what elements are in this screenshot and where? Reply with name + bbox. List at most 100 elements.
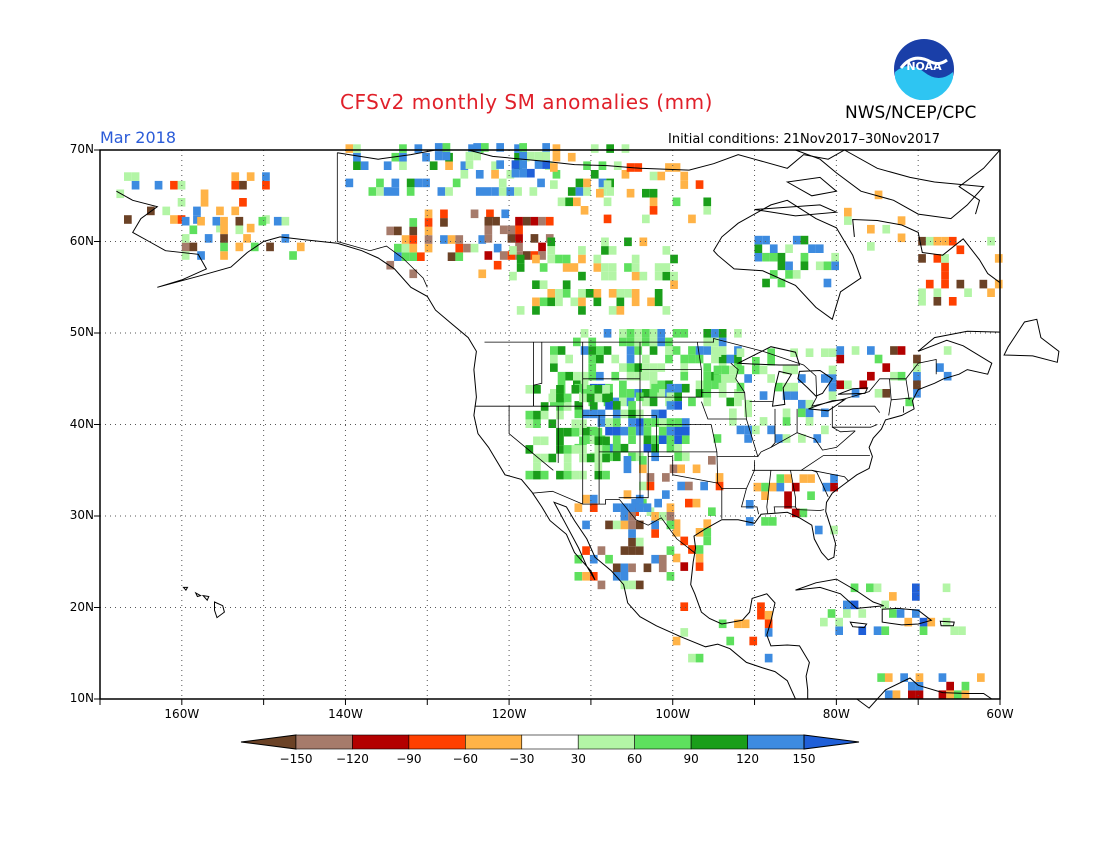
anomaly-cell (776, 482, 785, 492)
organization-label: NWS/NCEP/CPC (845, 103, 977, 123)
colorbar-label: −60 (452, 752, 478, 766)
anomaly-cell (820, 617, 828, 627)
anomaly-cell (131, 180, 140, 190)
lon-label: 100W (655, 707, 691, 721)
anomaly-cell (612, 401, 621, 410)
anomaly-cell (619, 363, 627, 372)
colorbar-box (408, 734, 466, 750)
anomaly-cell (843, 600, 851, 610)
anomaly-cell (550, 163, 558, 172)
anomaly-cell (200, 189, 209, 199)
anomaly-cell (918, 297, 926, 306)
anomaly-cell (571, 385, 580, 394)
anomaly-cell (475, 187, 484, 196)
anomaly-cell (597, 546, 606, 555)
anomaly-cell (994, 279, 1003, 289)
anomaly-cell (557, 197, 566, 207)
anomaly-cell (533, 385, 541, 394)
anomaly-cell (563, 453, 572, 463)
anomaly-cell (620, 426, 629, 436)
lon-label: 120W (491, 707, 527, 721)
anomaly-cell (409, 269, 418, 279)
anomaly-cell (896, 609, 905, 618)
anomaly-cell (235, 225, 244, 235)
anomaly-cell (658, 554, 667, 564)
anomaly-cell (401, 252, 410, 261)
border-segment (696, 342, 702, 398)
anomaly-cell (434, 143, 443, 152)
anomaly-cell (912, 609, 920, 618)
anomaly-cell (603, 346, 612, 355)
anomaly-cell (912, 592, 920, 601)
anomaly-cell (574, 409, 583, 419)
anomaly-cell (440, 218, 448, 227)
anomaly-cell (654, 289, 663, 298)
anomaly-cell (562, 280, 571, 289)
anomaly-cell (767, 357, 775, 366)
anomaly-cell (516, 263, 525, 272)
anomaly-cell (889, 592, 897, 601)
anomaly-cell (594, 462, 603, 471)
coast-segment (182, 586, 189, 591)
anomaly-cell (777, 261, 786, 271)
anomaly-cell (665, 346, 673, 355)
anomaly-cell (571, 445, 580, 454)
anomaly-cell (643, 563, 652, 573)
colorbar-label: 150 (792, 752, 816, 766)
anomaly-cell (574, 401, 583, 410)
anomaly-cell (383, 161, 392, 170)
anomaly-cell (608, 246, 617, 255)
anomaly-cell (596, 371, 604, 381)
anomaly-cell (498, 178, 507, 188)
anomaly-cell (571, 427, 580, 437)
anomaly-cell (654, 271, 663, 281)
anomaly-cell (468, 144, 476, 153)
anomaly-cell (532, 280, 540, 289)
anomaly-cell (529, 187, 538, 196)
anomaly-cell (639, 237, 648, 247)
anomaly-cell (674, 383, 682, 393)
anomaly-cell (669, 464, 678, 474)
anomaly-cell (785, 270, 793, 279)
anomaly-cell (501, 209, 510, 219)
anomaly-cell (729, 417, 737, 426)
anomaly-cell (626, 346, 635, 355)
anomaly-cell (784, 500, 792, 509)
anomaly-cell (762, 235, 770, 245)
anomaly-cell (258, 216, 267, 226)
anomaly-cell (170, 215, 178, 224)
anomaly-cell (628, 435, 636, 444)
lat-label: 30N (69, 508, 94, 522)
anomaly-cell (642, 214, 650, 224)
anomaly-cell (666, 426, 675, 436)
anomaly-cell (658, 435, 667, 444)
anomaly-cell (873, 583, 882, 593)
anomaly-cell (649, 197, 658, 207)
anomaly-cell (530, 216, 539, 226)
anomaly-cell (657, 329, 666, 338)
anomaly-cell (511, 160, 520, 169)
anomaly-cell (557, 380, 566, 390)
anomaly-cell (744, 399, 752, 409)
anomaly-cell (594, 470, 603, 480)
anomaly-cell (754, 235, 763, 245)
anomaly-cell (677, 464, 685, 474)
anomaly-cell (775, 382, 783, 392)
coast-segment (736, 346, 801, 366)
anomaly-cell (649, 363, 658, 372)
anomaly-cell (582, 409, 590, 419)
anomaly-cell (777, 252, 786, 262)
anomaly-cell (805, 399, 814, 409)
anomaly-cell (606, 187, 614, 196)
anomaly-cell (162, 206, 171, 216)
anomaly-cell (522, 251, 531, 260)
anomaly-cell (815, 261, 824, 271)
anomaly-cell (556, 385, 564, 394)
anomaly-cell (950, 626, 959, 635)
anomaly-cell (858, 626, 867, 635)
anomaly-cell (220, 234, 228, 243)
anomaly-cell (703, 363, 712, 372)
anomaly-cell (602, 436, 610, 446)
anomaly-cell (525, 445, 534, 454)
anomaly-cell (515, 242, 523, 252)
